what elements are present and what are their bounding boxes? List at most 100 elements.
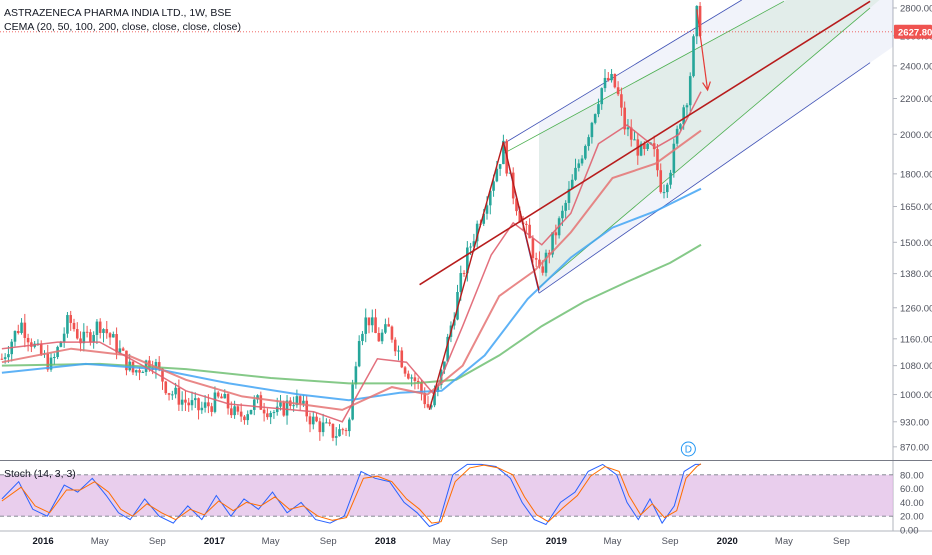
candle-body	[502, 140, 505, 165]
candle-body	[377, 332, 381, 342]
candle-body	[315, 416, 318, 422]
candle-body	[59, 341, 63, 347]
candle-body	[584, 146, 587, 159]
candle-body	[200, 407, 204, 411]
candle-body	[600, 88, 604, 105]
candle-body	[75, 329, 79, 339]
candle-body	[115, 334, 118, 353]
candle-body	[433, 391, 436, 406]
time-tick-label: May	[604, 536, 622, 547]
candle-body	[551, 232, 554, 255]
candle-body	[528, 224, 531, 239]
candle-body	[669, 172, 672, 185]
stoch-series-k-line	[1, 463, 701, 528]
time-tick-label: May	[433, 536, 451, 547]
candle-body	[3, 357, 7, 359]
channel-inner-fill	[539, 0, 880, 288]
candle-body	[364, 317, 368, 334]
candle-body	[384, 324, 387, 333]
candle-body	[89, 332, 92, 343]
candle-body	[141, 372, 145, 374]
candle-body	[334, 436, 338, 438]
candle-body	[256, 395, 259, 400]
candle-body	[318, 421, 322, 433]
candle-body	[367, 317, 371, 326]
candle-body	[472, 241, 476, 247]
candle-body	[249, 409, 253, 415]
candle-body	[125, 350, 128, 371]
candle-body	[361, 333, 364, 342]
candle-body	[459, 273, 463, 293]
time-tick-label: 2016	[33, 536, 54, 547]
time-tick-label: Sep	[320, 536, 337, 547]
candle-body	[272, 412, 276, 414]
candle-body	[413, 377, 417, 381]
candle-body	[538, 259, 541, 267]
candle-body	[577, 163, 581, 168]
candle-body	[328, 422, 331, 424]
candle-body	[518, 211, 522, 223]
candle-body	[610, 73, 613, 81]
candle-body	[554, 232, 558, 236]
candle-body	[39, 343, 43, 355]
candle-body	[662, 192, 666, 194]
candle-body	[305, 400, 309, 417]
candle-body	[374, 317, 377, 333]
last-price-tag-label: 2627.80	[898, 27, 932, 38]
candle-body	[16, 331, 20, 334]
price-tick-label: 870.00	[900, 442, 929, 453]
candle-body	[62, 333, 66, 342]
stoch-tick-label: 20.00	[900, 512, 924, 523]
candle-body	[13, 331, 17, 342]
candle-body	[692, 36, 695, 77]
candle-body	[275, 406, 279, 413]
price-tick-label: 1000.00	[900, 390, 932, 401]
candle-body	[49, 357, 53, 370]
candle-body	[485, 205, 489, 214]
time-tick-label: 2020	[717, 536, 738, 547]
candle-body	[410, 377, 413, 379]
candle-body	[603, 77, 607, 89]
projection-arrow-head	[702, 81, 711, 92]
candle-body	[357, 341, 361, 367]
indicator-legend: CEMA (20, 50, 100, 200, close, close, cl…	[4, 21, 241, 33]
candle-body	[436, 385, 440, 392]
candle-body	[695, 5, 699, 37]
candle-body	[564, 202, 567, 211]
candle-body	[462, 273, 466, 275]
channel-lower-outer-line	[538, 62, 871, 294]
candle-body	[466, 247, 469, 274]
candle-body	[495, 168, 499, 182]
candle-body	[403, 367, 407, 374]
candle-body	[354, 366, 358, 385]
time-tick-label: Sep	[833, 536, 850, 547]
candle-body	[311, 416, 315, 425]
candle-body	[534, 258, 538, 260]
candle-body	[82, 331, 86, 344]
candle-body	[387, 324, 390, 327]
candle-body	[102, 329, 105, 333]
candle-body	[429, 405, 433, 408]
chart-title: ASTRAZENECA PHARMA INDIA LTD., 1W, BSE	[4, 7, 232, 19]
candle-body	[85, 331, 89, 333]
pitchfork-swing-line	[502, 141, 540, 291]
stoch-series-d-line	[1, 463, 702, 524]
channel-upper-outer-line	[503, 0, 742, 145]
candle-body	[53, 357, 56, 359]
candle-body	[416, 380, 420, 383]
candle-body	[167, 393, 171, 395]
candle-body	[492, 181, 495, 191]
candle-body	[174, 387, 177, 395]
candle-body	[193, 398, 197, 401]
candle-body	[180, 399, 184, 405]
candle-body	[154, 362, 158, 370]
candle-body	[226, 394, 230, 409]
candle-body	[292, 405, 295, 407]
candle-body	[66, 315, 69, 334]
candle-body	[298, 396, 302, 404]
price-tick-label: 2800.00	[900, 3, 932, 14]
candle-body	[498, 164, 502, 169]
price-tick-label: 2000.00	[900, 130, 932, 141]
